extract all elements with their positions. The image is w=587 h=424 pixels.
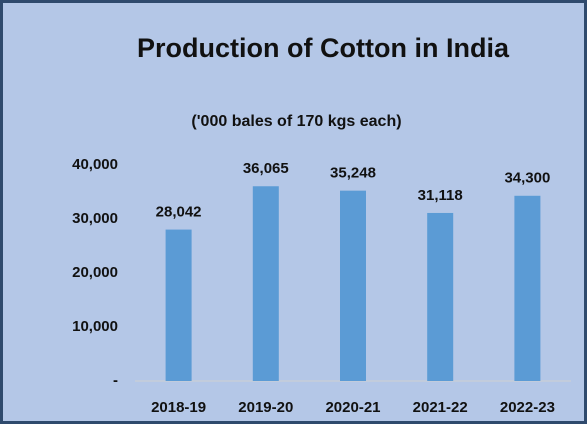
x-tick-label: 2019-20: [238, 399, 293, 416]
x-tick-label: 2018-19: [151, 399, 206, 416]
bar: [427, 212, 454, 381]
y-tick-label: 40,000: [72, 156, 118, 173]
bar: [340, 190, 366, 381]
y-tick-label: 30,000: [72, 210, 118, 227]
data-label: 36,065: [243, 160, 289, 177]
bar: [514, 195, 541, 381]
bar: [165, 229, 192, 381]
x-tick-label: 2020-21: [325, 399, 380, 416]
data-label: 31,118: [418, 187, 463, 204]
y-tick-label: -: [113, 372, 118, 389]
data-label: 35,248: [330, 165, 376, 182]
x-tick-label: 2022-23: [500, 399, 555, 416]
chart: - 10,000 20,000 30,000 40,000 2018-19 28,042 20…: [72, 156, 571, 416]
chart-subtitle: ('000 bales of 170 kgs each): [191, 113, 402, 130]
y-tick-label: 20,000: [72, 264, 118, 281]
bar: [252, 186, 279, 381]
y-tick-label: 10,000: [72, 318, 118, 335]
data-label: 34,300: [504, 170, 550, 187]
x-tick-label: 2021-22: [413, 399, 468, 416]
data-label: 28,042: [156, 204, 202, 221]
chart-title: Production of Cotton in India: [137, 33, 509, 63]
